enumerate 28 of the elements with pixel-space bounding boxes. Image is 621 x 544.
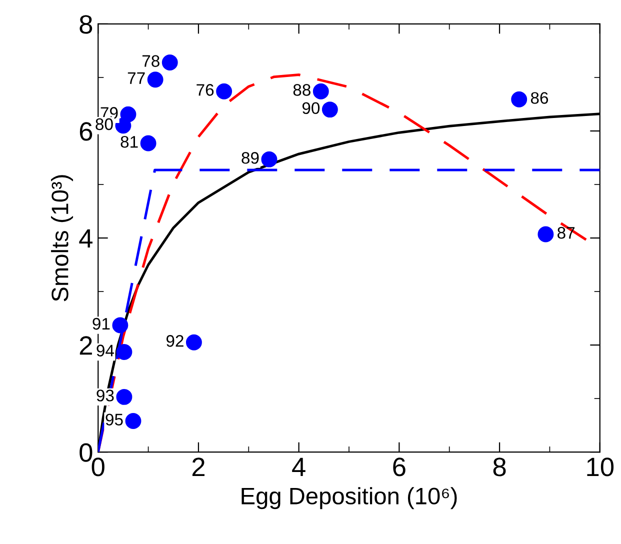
annotation: 78	[142, 55, 160, 67]
x-tick-label: 8	[493, 458, 506, 476]
x-tick-label: 6	[393, 458, 406, 476]
x-axis-title: Egg Deposition (10⁶)	[242, 487, 457, 510]
x-tick-label: 0	[92, 458, 104, 476]
annotation: 86	[530, 92, 548, 104]
annotation: 88	[293, 84, 310, 96]
annotation: 81	[120, 136, 138, 148]
annotation: 91	[92, 318, 110, 330]
y-tick-label: 8	[80, 15, 92, 34]
annotation: 95	[106, 414, 123, 426]
x-tick-label: 4	[292, 458, 306, 476]
annotation: 76	[196, 84, 214, 96]
y-tick-label: 4	[79, 229, 92, 248]
annotation: 89	[242, 152, 259, 164]
annotation: 87	[558, 226, 575, 239]
y-tick-label: 2	[80, 336, 92, 355]
annotation: 77	[128, 72, 145, 84]
y-tick-label: 6	[80, 122, 92, 141]
y-axis-title: Smolts (10³)	[51, 175, 74, 302]
x-tick-label: 2	[192, 458, 204, 476]
annotation: 80	[96, 118, 113, 130]
annotation: 93	[96, 390, 114, 402]
annotation: 90	[302, 102, 320, 114]
annotation: 94	[96, 344, 114, 356]
x-tick-label: 10	[587, 458, 614, 476]
annotation: 92	[166, 335, 184, 347]
y-tick-label: 0	[80, 443, 92, 462]
